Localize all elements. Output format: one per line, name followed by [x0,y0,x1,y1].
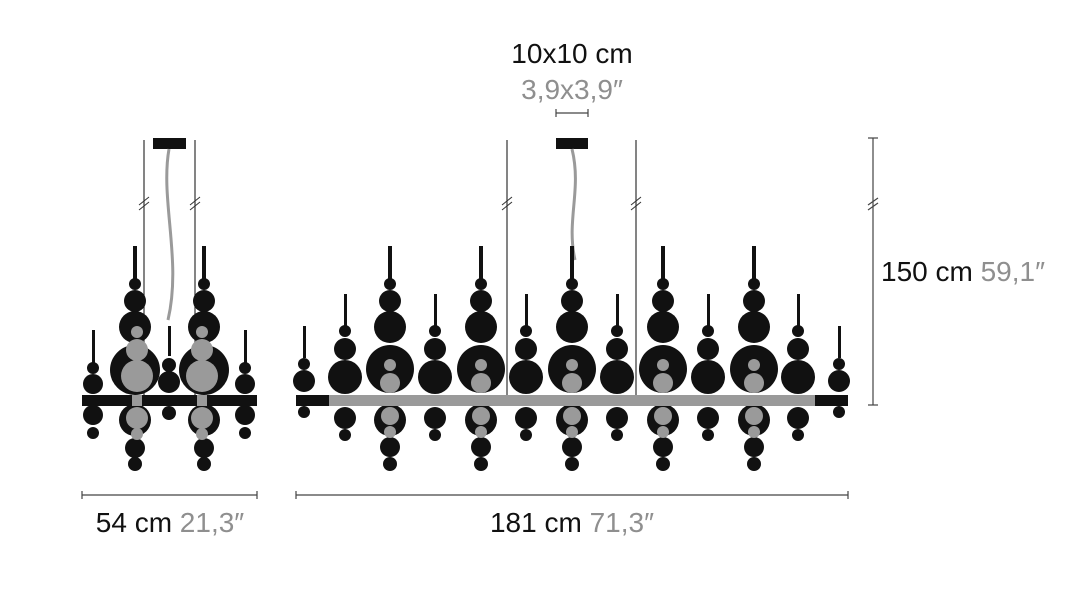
front-width-imperial: 71,3″ [589,507,655,538]
front-canopy [556,138,588,149]
canopy-metric-label: 10x10 cm [511,38,633,69]
canopy-imperial-label: 3,9x3,9″ [521,74,623,105]
front-width-metric: 181 cm [489,507,582,538]
front-width-dimension-line [295,491,849,499]
side-width-dimension-line [81,491,258,499]
front-power-cord [570,148,577,261]
height-dimension-line [867,137,879,406]
side-canopy [153,138,186,149]
height-label: 150 cm 59,1″ [881,256,1045,288]
front-width-label: 181 cm 71,3″ [490,507,654,539]
side-width-label: 54 cm 21,3″ [96,507,244,539]
side-view-chandelier [82,138,257,471]
canopy-dimension-line [555,109,589,117]
side-power-cord [165,148,175,321]
side-width-imperial: 21,3″ [179,507,245,538]
side-frame-bar [82,395,257,406]
height-imperial: 59,1″ [980,256,1046,287]
side-width-metric: 54 cm [95,507,173,538]
height-metric: 150 cm [881,256,973,287]
front-view-chandelier [293,138,850,471]
